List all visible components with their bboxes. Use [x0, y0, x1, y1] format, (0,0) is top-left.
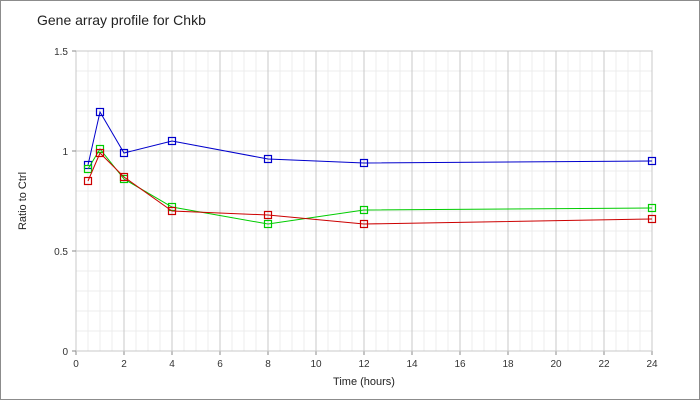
series-2-point: [359, 205, 369, 215]
y-tick-label: 1: [62, 147, 68, 158]
x-tick-label: 10: [310, 359, 322, 370]
series-1-point: [119, 148, 129, 158]
series-line-3: [87, 152, 653, 225]
x-tick-label: 16: [454, 359, 466, 370]
series-2-point: [83, 164, 93, 174]
series-3-point: [359, 219, 369, 229]
x-tick-label: 0: [73, 359, 79, 370]
major-gridlines: [72, 50, 653, 355]
x-tick-labels: 0 2 4 6 8 10 12 14 16 18 20 22 24: [73, 359, 658, 370]
series-1-point: [647, 156, 657, 166]
series-1-point: [359, 158, 369, 168]
series-3-point: [83, 176, 93, 186]
x-tick-label: 14: [406, 359, 418, 370]
series-1-point: [167, 136, 177, 146]
x-tick-label: 6: [217, 359, 223, 370]
x-axis-label: Time (hours): [333, 376, 395, 388]
series-1-point: [95, 107, 105, 117]
y-tick-labels: 0 0.5 1 1.5: [54, 47, 68, 358]
x-tick-label: 22: [598, 359, 610, 370]
x-tick-label: 18: [502, 359, 514, 370]
series-3-point: [119, 172, 129, 182]
series-2-point: [647, 203, 657, 213]
series-3-point: [95, 148, 105, 158]
series-2-point: [263, 219, 273, 229]
x-tick-label: 2: [121, 359, 127, 370]
series-line-1: [87, 110, 653, 166]
chart-title: Gene array profile for Chkb: [37, 12, 206, 28]
series-3-point: [647, 214, 657, 224]
series-1-point: [263, 154, 273, 164]
y-tick-label: 0.5: [54, 247, 68, 258]
x-tick-label: 12: [358, 359, 370, 370]
series-3-point: [167, 206, 177, 216]
x-tick-label: 20: [550, 359, 562, 370]
x-tick-label: 8: [265, 359, 271, 370]
y-tick-label: 0: [62, 347, 68, 358]
y-axis-label: Ratio to Ctrl: [17, 172, 29, 230]
y-tick-label: 1.5: [54, 47, 68, 58]
series-group: [83, 107, 657, 229]
x-tick-label: 4: [169, 359, 175, 370]
series-3-point: [263, 210, 273, 220]
x-tick-label: 24: [646, 359, 658, 370]
